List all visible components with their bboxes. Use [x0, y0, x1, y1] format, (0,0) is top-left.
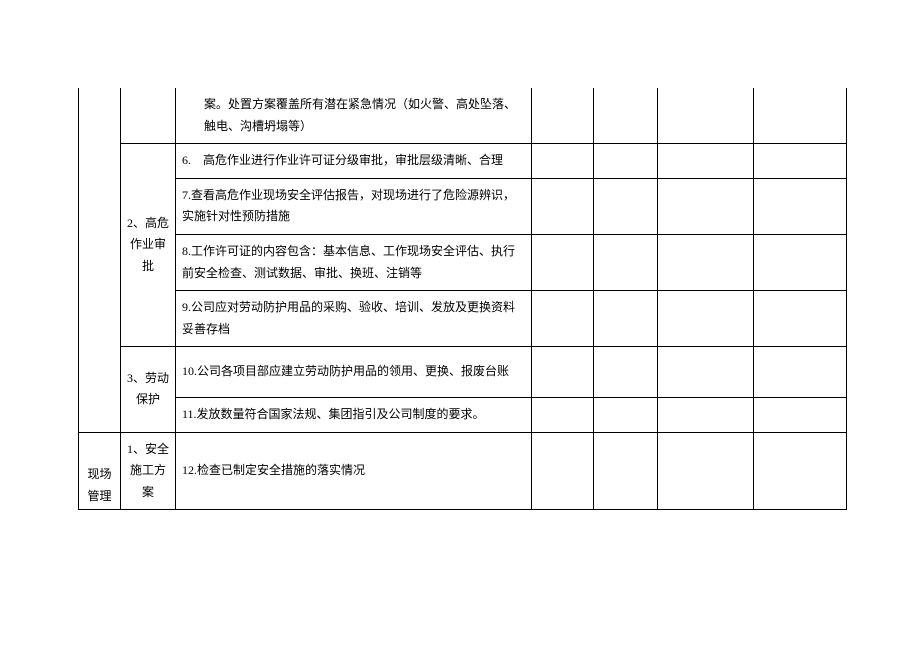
blank-cell: [532, 397, 594, 432]
table-row: 11.发放数量符合国家法规、集团指引及公司制度的要求。: [79, 397, 847, 432]
category-cell: 现场管理: [79, 432, 121, 510]
blank-cell: [532, 178, 594, 234]
blank-cell: [754, 397, 847, 432]
table-row: 7.查看高危作业现场安全评估报告，对现场进行了危险源辨识，实施针对性预防措施: [79, 178, 847, 234]
subcategory-cell: 2、高危作业审批: [121, 144, 176, 347]
blank-cell: [658, 397, 754, 432]
desc-text: 9.公司应对劳动防护用品的采购、验收、培训、发放及更换资料妥善存档: [182, 300, 515, 336]
blank-cell: [658, 144, 754, 179]
blank-cell: [594, 144, 658, 179]
table-row: 9.公司应对劳动防护用品的采购、验收、培训、发放及更换资料妥善存档: [79, 291, 847, 347]
blank-cell: [594, 88, 658, 144]
blank-cell: [532, 88, 594, 144]
subcategory-cell: [121, 88, 176, 144]
desc-text: 12.检查已制定安全措施的落实情况: [182, 463, 365, 477]
desc-text: 7.查看高危作业现场安全评估报告，对现场进行了危险源辨识，实施针对性预防措施: [182, 188, 515, 224]
blank-cell: [594, 397, 658, 432]
description-cell: 9.公司应对劳动防护用品的采购、验收、培训、发放及更换资料妥善存档: [176, 291, 532, 347]
blank-cell: [754, 88, 847, 144]
table-row: 8.工作许可证的内容包含：基本信息、工作现场安全评估、执行前安全检查、测试数据、…: [79, 234, 847, 290]
blank-cell: [658, 347, 754, 398]
blank-cell: [594, 234, 658, 290]
blank-cell: [532, 291, 594, 347]
blank-cell: [754, 234, 847, 290]
blank-cell: [594, 347, 658, 398]
desc-text: 8.工作许可证的内容包含：基本信息、工作现场安全评估、执行前安全检查、测试数据、…: [182, 244, 515, 280]
subcategory-cell: 1、安全施工方案: [121, 432, 176, 510]
blank-cell: [658, 234, 754, 290]
subcategory-cell: 3、劳动保护: [121, 347, 176, 432]
blank-cell: [754, 347, 847, 398]
description-cell: 10.公司各项目部应建立劳动防护用品的领用、更换、报废台账: [176, 347, 532, 398]
desc-text: 6. 高危作业进行作业许可证分级审批，审批层级清晰、合理: [182, 153, 503, 167]
blank-cell: [594, 291, 658, 347]
description-cell: 11.发放数量符合国家法规、集团指引及公司制度的要求。: [176, 397, 532, 432]
table-row: 现场管理 1、安全施工方案 12.检查已制定安全措施的落实情况: [79, 432, 847, 510]
blank-cell: [658, 88, 754, 144]
desc-text: 11.发放数量符合国家法规、集团指引及公司制度的要求。: [182, 407, 485, 421]
table-row: 2、高危作业审批 6. 高危作业进行作业许可证分级审批，审批层级清晰、合理: [79, 144, 847, 179]
description-cell: 6. 高危作业进行作业许可证分级审批，审批层级清晰、合理: [176, 144, 532, 179]
blank-cell: [594, 178, 658, 234]
blank-cell: [754, 432, 847, 510]
description-cell: 7.查看高危作业现场安全评估报告，对现场进行了危险源辨识，实施针对性预防措施: [176, 178, 532, 234]
blank-cell: [658, 432, 754, 510]
desc-text: 10.公司各项目部应建立劳动防护用品的领用、更换、报废台账: [182, 364, 509, 378]
blank-cell: [532, 347, 594, 398]
cat-text: 现场管理: [87, 467, 111, 503]
category-cell: [79, 88, 121, 432]
desc-text: 案。处置方案覆盖所有潜在紧急情况（如火警、高处坠落、触电、沟槽坍塌等）: [204, 97, 516, 133]
blank-cell: [532, 144, 594, 179]
blank-cell: [754, 178, 847, 234]
description-cell: 案。处置方案覆盖所有潜在紧急情况（如火警、高处坠落、触电、沟槽坍塌等）: [176, 88, 532, 144]
blank-cell: [532, 432, 594, 510]
blank-cell: [754, 291, 847, 347]
safety-audit-table: 案。处置方案覆盖所有潜在紧急情况（如火警、高处坠落、触电、沟槽坍塌等） 2、高危…: [78, 88, 847, 510]
blank-cell: [754, 144, 847, 179]
blank-cell: [658, 178, 754, 234]
description-cell: 12.检查已制定安全措施的落实情况: [176, 432, 532, 510]
blank-cell: [532, 234, 594, 290]
description-cell: 8.工作许可证的内容包含：基本信息、工作现场安全评估、执行前安全检查、测试数据、…: [176, 234, 532, 290]
sub-text: 2、高危作业审批: [127, 216, 169, 273]
sub-text: 3、劳动保护: [127, 371, 169, 407]
blank-cell: [658, 291, 754, 347]
sub-text: 1、安全施工方案: [127, 442, 169, 499]
table-row: 3、劳动保护 10.公司各项目部应建立劳动防护用品的领用、更换、报废台账: [79, 347, 847, 398]
table-row: 案。处置方案覆盖所有潜在紧急情况（如火警、高处坠落、触电、沟槽坍塌等）: [79, 88, 847, 144]
blank-cell: [594, 432, 658, 510]
